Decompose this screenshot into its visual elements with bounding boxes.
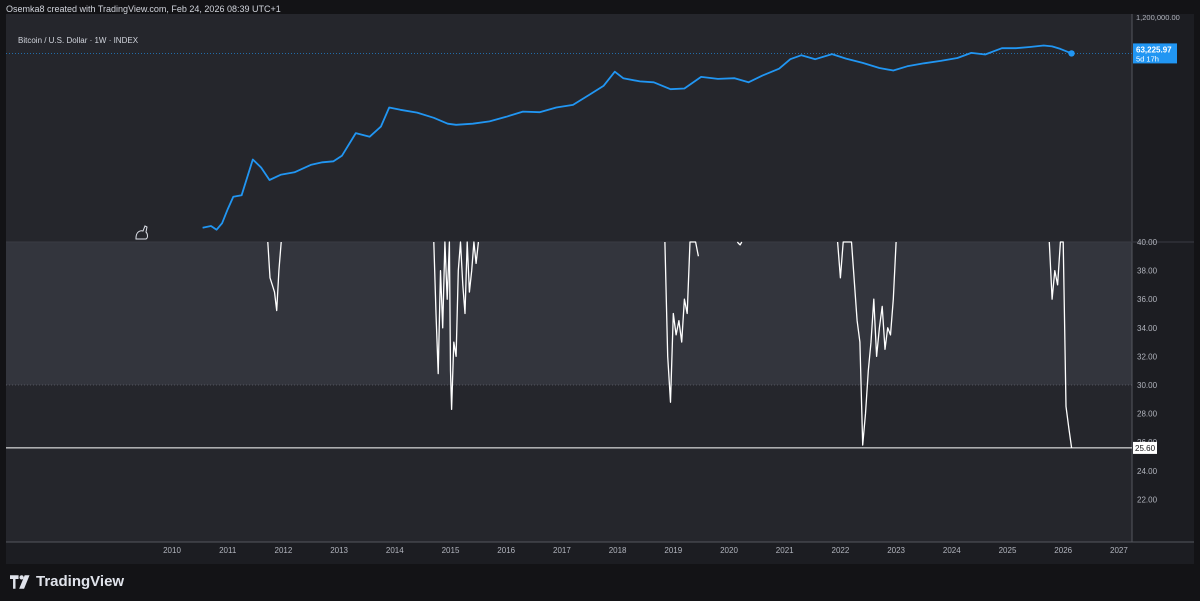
price-countdown: 5d 17h (1136, 54, 1159, 63)
chart-area[interactable]: 1,200,000.00 63,225.97 5d 17h 40.00 38.00 36.… (6, 14, 1194, 564)
symbol-title: Bitcoin / U.S. Dollar · 1W · INDEX (18, 36, 139, 45)
indicator-series-line (664, 241, 700, 403)
time-tick-label: 2023 (887, 546, 905, 555)
time-tick-label: 2020 (720, 546, 738, 555)
indicator-last-value: 25.60 (1135, 444, 1156, 453)
brand[interactable]: TradingView (10, 573, 124, 590)
indicator-tick-label: 22.00 (1137, 495, 1158, 504)
time-tick-label: 2014 (386, 546, 404, 555)
indicator-series-line (836, 241, 897, 446)
footer-bar: TradingView (0, 564, 1200, 601)
time-tick-label: 2019 (664, 546, 682, 555)
time-tick-label: 2013 (330, 546, 348, 555)
attribution-text: Osemka8 created with TradingView.com, Fe… (6, 4, 281, 14)
price-axis-bg (1132, 14, 1194, 564)
time-tick-label: 2022 (832, 546, 850, 555)
time-tick-label: 2012 (275, 546, 293, 555)
time-axis-bg (6, 542, 1194, 564)
time-tick-label: 2026 (1054, 546, 1072, 555)
time-tick-label: 2027 (1110, 546, 1128, 555)
time-tick-label: 2018 (609, 546, 627, 555)
indicator-series-line (1048, 241, 1073, 448)
indicator-tick-label: 30.00 (1137, 381, 1158, 390)
indicator-zone-band (6, 242, 1132, 385)
price-last-value: 63,225.97 (1136, 45, 1172, 54)
time-tick-label: 2010 (163, 546, 181, 555)
indicator-tick-label: 36.00 (1137, 295, 1158, 304)
indicator-tick-label: 40.00 (1137, 238, 1158, 247)
price-series-line (202, 44, 1072, 231)
brand-name: TradingView (36, 573, 125, 590)
time-tick-label: 2021 (776, 546, 794, 555)
indicator-tick-label: 38.00 (1137, 267, 1158, 276)
time-tick-label: 2024 (943, 546, 961, 555)
time-tick-label: 2015 (442, 546, 460, 555)
price-axis-top-label: 1,200,000.00 (1136, 14, 1180, 22)
indicator-tick-label: 24.00 (1137, 467, 1158, 476)
time-tick-label: 2011 (219, 546, 237, 555)
price-pane-bg (6, 14, 1132, 242)
tradingview-logo-icon (10, 574, 30, 589)
header-bar: Osemka8 created with TradingView.com, Fe… (0, 0, 1200, 18)
price-marker-icon (135, 225, 148, 240)
indicator-series-line (267, 241, 282, 312)
price-last-dot (1068, 50, 1075, 57)
time-tick-label: 2017 (553, 546, 571, 555)
indicator-tick-label: 32.00 (1137, 352, 1158, 361)
indicator-tick-label: 28.00 (1137, 410, 1158, 419)
time-tick-label: 2025 (999, 546, 1017, 555)
indicator-series-line (736, 241, 743, 246)
price-last-badge (1133, 43, 1177, 64)
indicator-tick-label: 34.00 (1137, 324, 1158, 333)
indicator-series-line (433, 241, 480, 410)
time-tick-label: 2016 (497, 546, 515, 555)
indicator-last-badge (1133, 441, 1157, 454)
